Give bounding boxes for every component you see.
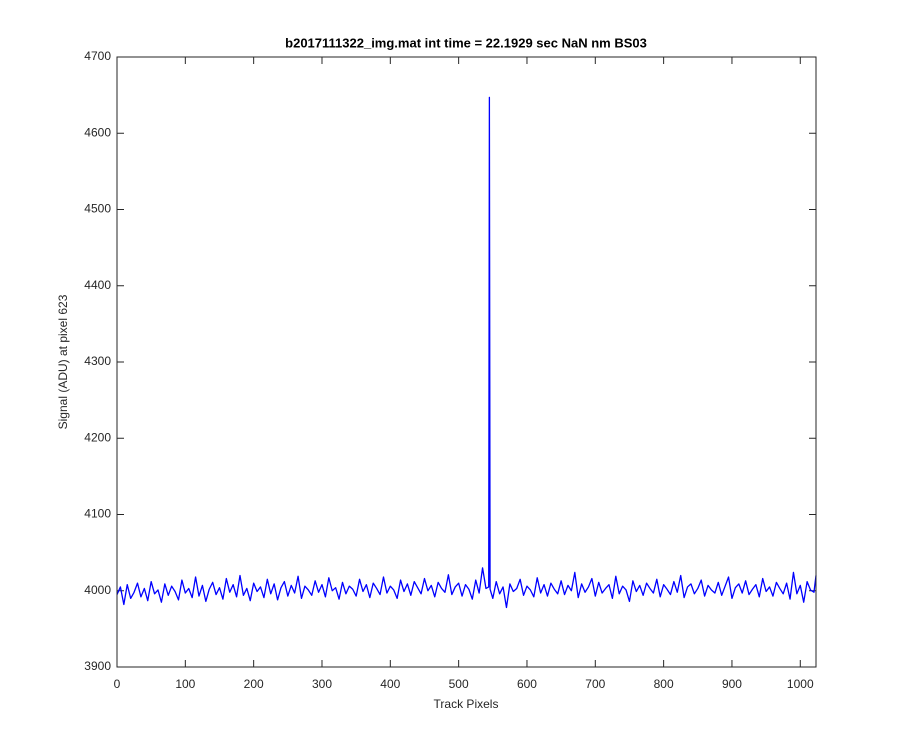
x-tick-label: 900: [722, 677, 742, 691]
y-tick-label: 3900: [84, 659, 111, 673]
x-tick-label: 200: [244, 677, 264, 691]
y-tick-label: 4700: [84, 49, 111, 63]
y-tick-label: 4000: [84, 583, 111, 597]
y-tick-label: 4400: [84, 278, 111, 292]
chart-title: b2017111322_img.mat int time = 22.1929 s…: [285, 35, 647, 50]
x-tick-label: 500: [449, 677, 469, 691]
x-axis-label: Track Pixels: [434, 697, 499, 711]
x-tick-label: 400: [380, 677, 400, 691]
x-tick-label: 700: [585, 677, 605, 691]
y-tick-label: 4500: [84, 202, 111, 216]
y-tick-label: 4600: [84, 125, 111, 139]
y-tick-label: 4100: [84, 507, 111, 521]
x-tick-label: 300: [312, 677, 332, 691]
y-tick-label: 4200: [84, 430, 111, 444]
x-tick-label: 100: [175, 677, 195, 691]
y-tick-label: 4300: [84, 354, 111, 368]
x-tick-label: 1000: [787, 677, 814, 691]
x-tick-label: 600: [517, 677, 537, 691]
x-tick-label: 800: [654, 677, 674, 691]
plot-frame: [116, 56, 817, 668]
y-axis-label: Signal (ADU) at pixel 623: [56, 294, 70, 429]
data-line: [116, 96, 817, 609]
x-tick-label: 0: [114, 677, 121, 691]
